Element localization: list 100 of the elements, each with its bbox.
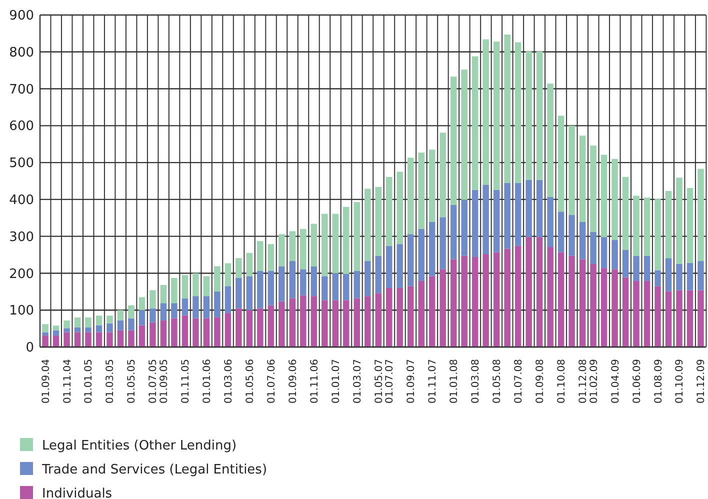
bar <box>686 188 694 263</box>
y-tick-label: 300 <box>9 230 34 245</box>
bar <box>514 42 522 183</box>
bar <box>322 276 328 300</box>
x-tick-label: 01.03.06 <box>223 359 234 404</box>
bar <box>182 275 188 298</box>
x-tick-label: 01.10.09 <box>674 359 686 404</box>
bar <box>698 261 704 290</box>
bar <box>547 196 554 248</box>
bar <box>257 271 264 308</box>
bar <box>214 266 220 292</box>
bar <box>96 325 102 332</box>
bar <box>482 254 489 347</box>
bar <box>52 330 60 336</box>
bar <box>64 320 70 328</box>
x-tick-label: 01.07.08 <box>514 359 525 404</box>
bar <box>278 266 285 302</box>
y-tick-label: 700 <box>9 82 34 98</box>
bar <box>568 126 575 215</box>
bar <box>150 308 156 322</box>
bar <box>482 184 489 254</box>
bar <box>375 293 382 347</box>
bar <box>203 276 210 296</box>
x-tick-label: 01.12.09 <box>696 359 708 404</box>
x-tick-label: 01.07.06 <box>266 359 278 404</box>
bar <box>644 280 650 347</box>
bar <box>332 214 339 274</box>
bar <box>203 318 210 347</box>
bar <box>128 318 134 330</box>
bar <box>52 326 60 330</box>
bar <box>171 303 178 318</box>
bar <box>106 316 113 324</box>
y-tick-label: 500 <box>9 156 34 172</box>
x-tick-label: 01.12.08 <box>578 359 590 404</box>
bar <box>354 202 360 272</box>
bar <box>461 200 468 256</box>
bar <box>568 256 575 347</box>
y-tick-label: 900 <box>9 8 34 24</box>
bar <box>289 298 296 347</box>
bar <box>224 286 232 314</box>
bar <box>343 300 350 347</box>
x-tick-label: 01.10.08 <box>556 359 568 404</box>
bar <box>310 266 318 296</box>
bar <box>182 315 188 347</box>
bar <box>64 332 70 347</box>
bar <box>558 116 564 212</box>
bar <box>440 217 446 270</box>
bar <box>182 298 188 316</box>
bar <box>396 244 403 288</box>
legend-label: Legal Entities (Other Lending) <box>42 438 237 454</box>
x-tick-label: 01.02.09 <box>588 359 600 404</box>
bar <box>418 228 424 281</box>
bar <box>698 168 704 262</box>
x-tick-label: 01.11.06 <box>309 359 320 404</box>
bar <box>138 310 146 326</box>
bar <box>676 264 682 290</box>
bar <box>343 206 350 274</box>
bar <box>64 328 70 332</box>
x-tick-label: 01.09.07 <box>406 359 418 404</box>
bar <box>332 273 339 300</box>
bar <box>386 288 392 347</box>
bar <box>117 330 124 347</box>
bar <box>192 296 199 318</box>
x-tick-label: 01.03.08 <box>470 359 482 404</box>
bar <box>224 313 232 347</box>
x-tick-label: 01.08.09 <box>653 359 664 404</box>
bar <box>612 158 618 240</box>
bar <box>396 172 403 244</box>
bar <box>654 199 661 270</box>
x-tick-label: 01.01.07 <box>330 359 342 404</box>
bar <box>622 176 629 250</box>
x-tick-label: 01.03.07 <box>352 359 364 404</box>
bar <box>354 271 360 298</box>
bar <box>106 323 113 332</box>
y-tick-label: 800 <box>9 45 34 60</box>
bar <box>407 234 414 286</box>
bar <box>203 296 210 318</box>
x-tick-label: 01.01.05 <box>84 359 95 404</box>
bar <box>536 52 543 180</box>
bar <box>600 268 608 347</box>
bar <box>547 247 554 347</box>
bar <box>310 296 318 347</box>
x-tick-label: 01.07.07 <box>384 359 396 404</box>
bar <box>493 42 500 190</box>
bar <box>558 212 564 252</box>
bar <box>450 259 457 347</box>
x-tick-label: 01.05.06 <box>244 359 256 404</box>
y-tick-label: 400 <box>9 192 34 208</box>
bar <box>622 277 629 347</box>
x-tick-label: 01.09.04 <box>40 359 52 404</box>
x-tick-label: 01.04.09 <box>610 359 622 404</box>
bar <box>289 231 296 262</box>
bar <box>493 252 500 347</box>
bar <box>644 198 650 256</box>
bar <box>236 278 242 308</box>
bar <box>493 190 500 252</box>
bar <box>450 204 457 260</box>
bar <box>138 325 146 347</box>
bar <box>236 308 242 347</box>
x-tick-label: 01.11.04 <box>62 359 74 404</box>
